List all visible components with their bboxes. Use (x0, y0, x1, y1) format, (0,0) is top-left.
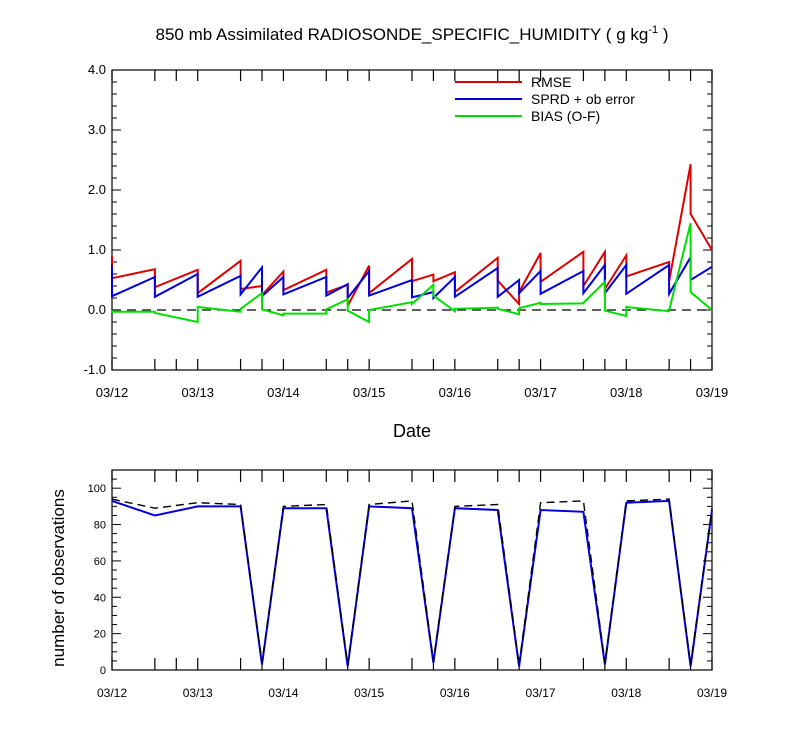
x-tick-label: 03/17 (526, 686, 556, 700)
x-tick-label: 03/16 (439, 385, 472, 400)
y-tick-label: 60 (94, 556, 106, 568)
legend-label-bias-o-f: BIAS (O-F) (531, 108, 600, 124)
y-tick-label: 80 (94, 520, 106, 532)
x-tick-label: 03/19 (696, 385, 729, 400)
top-plot-area: -1.0 0.0 1.0 2.0 3.0 4.0 03/12 03/13 03/14 03/15 0… (84, 62, 729, 400)
y-tick-label: 4.0 (88, 62, 106, 77)
y-tick-label: 3.0 (88, 122, 106, 137)
x-tick-label: 03/13 (183, 686, 213, 700)
x-tick-label: 03/12 (97, 686, 127, 700)
x-tick-label: 03/15 (353, 385, 386, 400)
y-tick-label: 0.0 (88, 302, 106, 317)
x-tick-label: 03/15 (354, 686, 384, 700)
y-tick-label: 40 (94, 592, 106, 604)
y-tick-label: 0 (100, 665, 106, 677)
x-tick-label: 03/14 (268, 686, 298, 700)
x-tick-label: 03/14 (267, 385, 300, 400)
legend-label-rmse: RMSE (531, 74, 571, 90)
x-tick-label: 03/13 (181, 385, 214, 400)
y-tick-label: 2.0 (88, 182, 106, 197)
plot-frame (111, 69, 713, 371)
x-tick-label: 03/18 (611, 686, 641, 700)
x-tick-label: 03/18 (610, 385, 643, 400)
series-line-bias-o-f (111, 222, 713, 324)
x-tick-label: 03/12 (96, 385, 129, 400)
y-tick-label: 100 (88, 483, 106, 495)
bottom-plot-area: 0 20 40 60 80 100 03/12 03/13 03/14 03/15 03/16 03/… (88, 469, 727, 700)
plot-frame (111, 469, 713, 671)
legend-label-sprd-ob-error: SPRD + ob error (531, 91, 635, 107)
y-axis-label-observations: number of observations (49, 489, 68, 667)
x-tick-label: 03/16 (440, 686, 470, 700)
y-tick-label: 20 (94, 629, 106, 641)
x-tick-label: 03/19 (697, 686, 727, 700)
series-line-possible-observations (111, 498, 713, 665)
x-tick-label: 03/17 (524, 385, 557, 400)
series-line-used-observations (111, 499, 713, 667)
y-tick-label: -1.0 (84, 362, 106, 377)
chart-title: 850 mb Assimilated RADIOSONDE_SPECIFIC_H… (156, 24, 669, 44)
y-tick-label: 1.0 (88, 242, 106, 257)
x-axis-label: Date (393, 421, 431, 441)
